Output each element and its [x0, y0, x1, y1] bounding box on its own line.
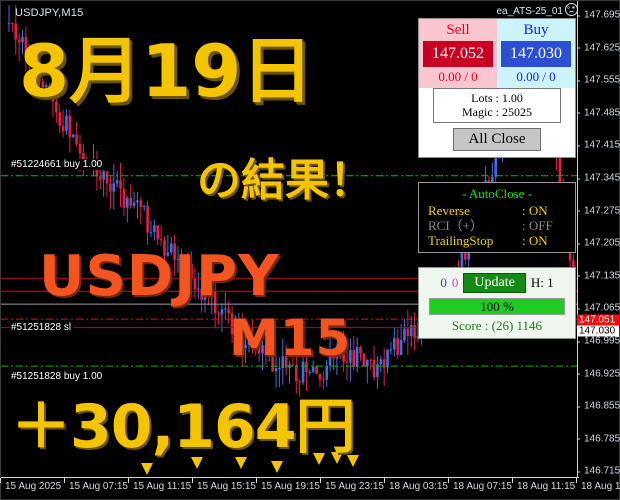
time-scale[interactable]: 15 Aug 2025 15 Aug 07:15 15 Aug 11:15 15 Au…	[0, 477, 620, 499]
progress-bar: 100 %	[429, 298, 565, 315]
price-tick: 147.275	[577, 205, 620, 216]
price-tick: 147.205	[577, 238, 620, 249]
sell-buy-row: Sell 147.052 0.00 / 0 Buy 147.030 0.00 /…	[419, 19, 575, 88]
time-tick-mark	[128, 478, 129, 483]
price-tick: 146.995	[577, 336, 620, 347]
counter-left: 0	[440, 275, 447, 290]
chart-symbol-label: USDJPY,M15	[15, 7, 84, 19]
time-tick: 18 Aug 11:15	[517, 481, 576, 492]
time-tick: 15 Aug 07:15	[69, 481, 128, 492]
time-tick-mark	[448, 478, 449, 483]
price-tick: 147.135	[577, 270, 620, 281]
buy-label: Buy	[523, 22, 549, 38]
time-tick-mark	[192, 478, 193, 483]
overlay-timeframe-text: M15	[229, 309, 352, 367]
price-tick: 147.345	[577, 173, 620, 184]
time-tick: 15 Aug 11:15	[133, 481, 192, 492]
price-tick: 147.555	[577, 75, 620, 86]
autoclose-row-trailingstop[interactable]: TrailingStop : ON	[419, 233, 575, 248]
buy-pl-value: 0.00 / 0	[516, 69, 556, 84]
overlay-pair-text: USDJPY	[39, 244, 280, 309]
buy-price-button[interactable]: 147.030	[501, 41, 571, 67]
rci-label: RCI（+）	[428, 218, 484, 233]
reverse-value: : ON	[522, 203, 548, 218]
sell-pl-value: 0.00 / 0	[438, 69, 478, 84]
progress-bar-fill	[430, 299, 564, 314]
time-tick: 18 Aug 07:15	[453, 481, 512, 492]
price-tick: 147.625	[577, 42, 620, 53]
sell-price-button[interactable]: 147.052	[423, 41, 493, 67]
score-panel[interactable]: 0 0 Update H: 1 100 % Score : (26) 1146	[418, 267, 576, 339]
update-button[interactable]: Update	[463, 273, 526, 293]
overlay-result-text: の結果！	[197, 155, 373, 206]
order-line-label-3: #51251828 buy 1.00	[9, 371, 105, 382]
sell-label: Sell	[446, 22, 470, 38]
price-scale[interactable]: 147.695 147.625 147.555 147.485 147.415 147.3…	[577, 1, 620, 479]
ea-name-label: ea_ATS-25_01	[496, 6, 563, 17]
counter-right: 0	[451, 275, 459, 290]
price-tick: 146.925	[577, 368, 620, 379]
overlay-date-text: 8月19日	[19, 29, 314, 113]
lots-magic-box[interactable]: Lots : 1.00 Magic : 25025	[433, 88, 561, 123]
trailingstop-value: : ON	[522, 233, 548, 248]
order-line-label-2: #51251828 sl	[9, 322, 74, 333]
time-tick-mark	[320, 478, 321, 483]
lots-value: Lots : 1.00	[471, 91, 523, 105]
time-tick-mark	[256, 478, 257, 483]
all-close-row: All Close	[419, 123, 575, 157]
trade-panel[interactable]: Sell 147.052 0.00 / 0 Buy 147.030 0.00 /…	[418, 18, 576, 158]
price-tick: 147.695	[577, 10, 620, 21]
ask-price-badge: 147.030	[577, 325, 619, 337]
price-tick: 147.415	[577, 140, 620, 151]
price-tick: 146.715	[577, 466, 620, 477]
order-line-label-1: #51224661 buy 1.00	[9, 159, 105, 170]
all-close-button[interactable]: All Close	[453, 128, 541, 151]
overlay-profit-text: ＋30,164円	[11, 392, 356, 462]
smiley-icon[interactable]	[565, 3, 578, 16]
time-tick-mark	[512, 478, 513, 483]
trailingstop-label: TrailingStop	[428, 233, 494, 248]
time-tick-mark	[64, 478, 65, 483]
autoclose-panel[interactable]: - AutoClose - Reverse : ON RCI（+） : OFF …	[418, 182, 576, 253]
time-tick: 18 Aug 03:15	[389, 481, 448, 492]
buy-column[interactable]: Buy 147.030 0.00 / 0	[497, 19, 575, 88]
ea-panel-title: ea_ATS-25_01	[418, 3, 578, 17]
autoclose-row-rci[interactable]: RCI（+） : OFF	[419, 218, 575, 233]
time-tick: 15 Aug 15:15	[197, 481, 256, 492]
score-value: Score : (26) 1146	[451, 318, 543, 333]
time-tick: 15 Aug 2025	[5, 481, 62, 492]
autoclose-title: - AutoClose -	[461, 186, 533, 201]
time-tick: 15 Aug 23:15	[325, 481, 384, 492]
time-tick: 15 Aug 19:15	[261, 481, 320, 492]
score-top-row: 0 0 Update H: 1	[419, 273, 575, 293]
time-tick-mark	[576, 478, 577, 483]
hour-label: H: 1	[530, 275, 554, 290]
price-tick: 146.785	[577, 433, 620, 444]
price-tick: 147.485	[577, 107, 620, 118]
time-tick-mark	[384, 478, 385, 483]
time-tick: 18 Aug 15	[581, 481, 620, 492]
sell-column[interactable]: Sell 147.052 0.00 / 0	[419, 19, 497, 88]
rci-value: : OFF	[522, 218, 553, 233]
bid-price-badge: 147.051	[577, 314, 619, 326]
reverse-label: Reverse	[428, 203, 470, 218]
magic-value: Magic : 25025	[462, 105, 532, 119]
progress-bar-label: 100 %	[480, 299, 514, 314]
price-tick: 146.855	[577, 401, 620, 412]
price-tick: 147.065	[577, 303, 620, 314]
time-tick-mark	[0, 478, 1, 483]
autoclose-row-reverse[interactable]: Reverse : ON	[419, 203, 575, 218]
